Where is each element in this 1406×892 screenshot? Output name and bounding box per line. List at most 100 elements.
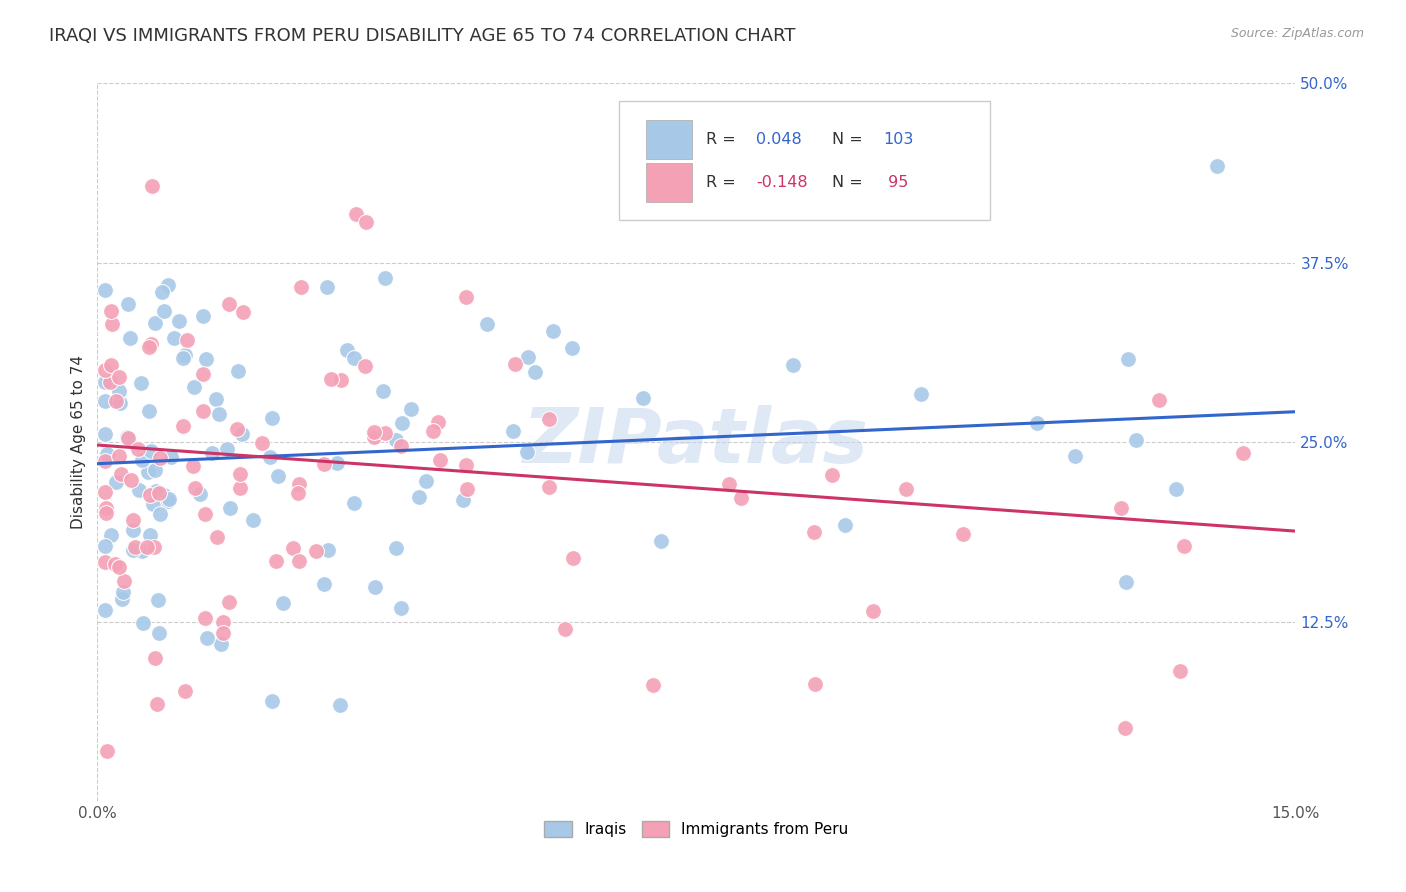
Point [910, 387, 932, 401]
Bar [647, 120, 692, 159]
Point [129, 376, 152, 390]
Point [834, 518, 856, 533]
Point [100, 528, 122, 542]
Point [138, 404, 160, 418]
Point [242, 513, 264, 527]
Point [100, 304, 122, 318]
Point [384, 433, 406, 447]
Point [138, 466, 160, 480]
Point [541, 324, 564, 338]
Point [148, 507, 170, 521]
Point [112, 574, 135, 589]
Point [215, 442, 238, 456]
Point [105, 475, 128, 489]
Point [135, 540, 157, 554]
Point [94, 283, 117, 297]
Text: N =: N = [832, 132, 868, 147]
Point [188, 487, 211, 501]
Point [94, 555, 117, 569]
Point [142, 540, 165, 554]
Point [952, 527, 974, 541]
Point [143, 651, 166, 665]
Point [1111, 500, 1133, 515]
Point [429, 453, 451, 467]
Point [260, 693, 283, 707]
Point [408, 490, 430, 504]
Point [143, 316, 166, 330]
Text: R =: R = [706, 132, 741, 147]
Point [110, 467, 132, 482]
Point [143, 463, 166, 477]
Point [110, 395, 132, 409]
Point [426, 416, 449, 430]
Point [204, 392, 226, 406]
Point [271, 596, 294, 610]
Point [1205, 159, 1227, 173]
Point [219, 501, 242, 516]
Point [314, 458, 336, 472]
Point [283, 541, 305, 556]
Point [415, 474, 437, 488]
Point [475, 317, 498, 331]
Point [173, 683, 195, 698]
Point [184, 481, 207, 495]
Point [96, 447, 118, 461]
Point [364, 580, 387, 594]
Point [131, 544, 153, 558]
Point [145, 484, 167, 499]
Point [117, 430, 139, 444]
Point [343, 351, 366, 365]
Point [157, 491, 180, 506]
Point [181, 458, 204, 473]
Point [250, 436, 273, 450]
Point [112, 585, 135, 599]
Text: Source: ZipAtlas.com: Source: ZipAtlas.com [1230, 27, 1364, 40]
Point [1116, 351, 1139, 366]
Point [209, 637, 232, 651]
Point [537, 480, 560, 494]
Point [121, 543, 143, 558]
Point [120, 474, 142, 488]
Point [157, 494, 180, 508]
Point [121, 513, 143, 527]
Point [524, 365, 547, 379]
Point [1232, 446, 1254, 460]
Point [374, 426, 396, 441]
Point [650, 534, 672, 549]
Point [108, 559, 131, 574]
Point [194, 507, 217, 521]
Point [139, 488, 162, 502]
Point [631, 391, 654, 405]
Point [139, 337, 162, 351]
Point [145, 697, 167, 711]
Point [344, 207, 367, 221]
Point [195, 352, 218, 367]
Point [363, 430, 385, 444]
Point [456, 482, 478, 496]
Point [117, 297, 139, 311]
Point [354, 214, 377, 228]
Point [560, 341, 582, 355]
Point [127, 442, 149, 456]
Point [502, 424, 524, 438]
Point [1125, 433, 1147, 447]
Point [717, 477, 740, 491]
Point [94, 485, 117, 500]
Point [1114, 721, 1136, 735]
Point [172, 351, 194, 365]
Point [451, 493, 474, 508]
Point [554, 622, 576, 636]
Point [212, 625, 235, 640]
Point [108, 384, 131, 398]
Point [183, 380, 205, 394]
Point [122, 523, 145, 537]
Point [1026, 416, 1049, 430]
Point [389, 439, 412, 453]
Point [167, 314, 190, 328]
Point [139, 444, 162, 458]
Point [391, 416, 413, 430]
Point [894, 482, 917, 496]
Point [96, 744, 118, 758]
Point [226, 422, 249, 436]
Point [267, 468, 290, 483]
